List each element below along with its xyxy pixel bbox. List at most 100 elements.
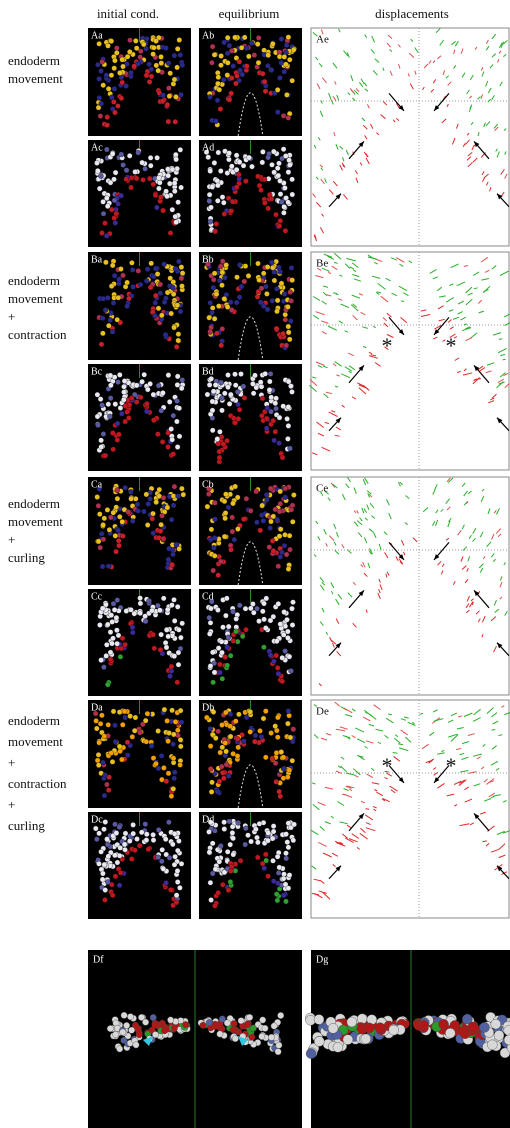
cell: [212, 160, 217, 165]
cell: [178, 309, 183, 314]
cell: [278, 501, 283, 506]
row-label: contraction: [8, 776, 67, 791]
cell: [268, 525, 273, 530]
cell: [177, 37, 182, 42]
cell: [97, 511, 102, 516]
cell: [229, 48, 234, 53]
cell: [210, 310, 215, 315]
cell: [163, 640, 168, 645]
cell: [209, 527, 214, 532]
cell: [218, 264, 223, 269]
cell: [237, 59, 242, 64]
cell: [270, 265, 275, 270]
cell: [171, 452, 176, 457]
cell: [155, 432, 160, 437]
cell: [224, 262, 229, 267]
cell: [101, 211, 106, 216]
cell: [255, 855, 260, 860]
cell: [156, 68, 161, 73]
cell: [172, 325, 177, 330]
cell: [102, 516, 107, 521]
cell: [115, 437, 120, 442]
cell: [106, 323, 111, 328]
cell: [270, 538, 275, 543]
row-label: endoderm: [8, 53, 60, 68]
cell: [228, 392, 233, 397]
cell: [270, 836, 275, 841]
cell: [159, 513, 164, 518]
cell: [100, 331, 105, 336]
cell: [171, 1025, 177, 1031]
cell: [103, 453, 108, 458]
cell: [215, 198, 220, 203]
cell: [208, 726, 213, 731]
cell: [271, 418, 276, 423]
cell: [109, 641, 114, 646]
cell: [280, 679, 285, 684]
cell: [287, 158, 292, 163]
cell: [286, 115, 291, 120]
cell: [246, 273, 251, 278]
cell: [112, 66, 117, 71]
cell: [216, 729, 221, 734]
cell: [105, 682, 110, 687]
cell: [268, 1034, 274, 1040]
cell: [98, 545, 103, 550]
cell: [283, 317, 288, 322]
cell: [149, 67, 154, 72]
cell: [289, 606, 294, 611]
cell: [257, 277, 262, 282]
cell: [168, 276, 173, 281]
cell: [252, 739, 257, 744]
cell: [173, 94, 178, 99]
cell: [101, 83, 106, 88]
cell: [225, 372, 230, 377]
cell: [127, 153, 132, 158]
cell: [224, 1020, 230, 1026]
cell: [213, 119, 218, 124]
cell: [219, 343, 224, 348]
cell: [264, 858, 269, 863]
cell: [230, 830, 235, 835]
displacement-vector: [401, 301, 404, 302]
cell: [108, 373, 113, 378]
cell: [157, 608, 162, 613]
cell: [175, 728, 180, 733]
cell: [175, 848, 180, 853]
cell: [138, 55, 143, 60]
cell: [108, 383, 113, 388]
cell: [123, 485, 128, 490]
cell: [272, 438, 277, 443]
cell: [125, 304, 130, 309]
cell: [480, 1022, 490, 1032]
cell: [227, 151, 232, 156]
cell: [281, 404, 286, 409]
cell: [213, 382, 218, 387]
cell: [234, 73, 239, 78]
cell: [174, 157, 179, 162]
cell: [263, 852, 268, 857]
panel-label: Ca: [91, 479, 103, 490]
cell: [237, 407, 242, 412]
cell: [229, 75, 234, 80]
cell: [104, 233, 109, 238]
cell: [99, 101, 104, 106]
cell: [282, 532, 287, 537]
cell-panel: Db: [199, 700, 302, 808]
cell: [221, 442, 226, 447]
cell: [119, 96, 124, 101]
cell: [118, 266, 123, 271]
cell: [158, 647, 163, 652]
cell: [146, 847, 151, 852]
cell: [217, 662, 222, 667]
cell: [161, 262, 166, 267]
cell: [104, 123, 109, 128]
cell: [159, 313, 164, 318]
cell: [279, 199, 284, 204]
cell: [276, 671, 281, 676]
cell: [131, 831, 136, 836]
cell: [206, 155, 211, 160]
cell: [271, 659, 276, 664]
cell: [278, 192, 283, 197]
cell: [117, 1046, 123, 1052]
